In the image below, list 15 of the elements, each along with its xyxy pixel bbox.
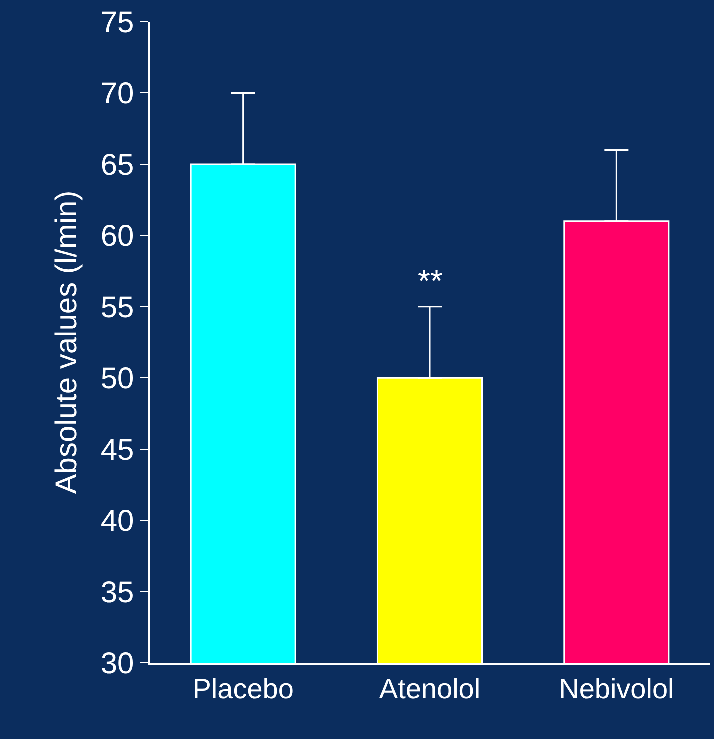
y-tick-label: 60 (100, 220, 134, 254)
y-tick-label: 75 (100, 6, 134, 40)
y-tick-label: 55 (100, 291, 134, 324)
y-tick-label: 50 (100, 362, 134, 396)
y-tick-label: 65 (100, 148, 134, 182)
y-tick-label: 30 (100, 648, 134, 680)
y-tick-label: 45 (100, 434, 134, 467)
y-tick-label: 35 (100, 576, 134, 610)
y-tick-label: 40 (100, 505, 134, 538)
y-tick-label: 70 (100, 78, 134, 111)
x-tick-label: Atenolol (379, 673, 481, 704)
x-tick-label: Nebivolol (559, 673, 674, 704)
annotation: ** (418, 263, 443, 299)
y-axis-title: Absolute values (l/min) (50, 190, 84, 494)
x-tick-label: Placebo (192, 673, 294, 704)
